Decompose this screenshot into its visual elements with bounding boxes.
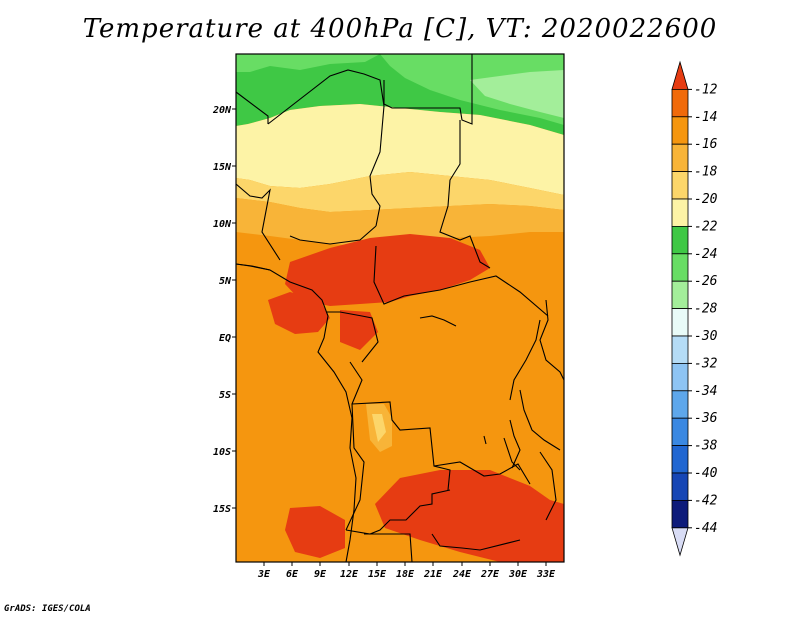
coastline — [236, 263, 564, 562]
colorbar-segment — [671, 171, 689, 200]
colorbar-segment — [671, 362, 689, 392]
lat-label: 10N — [213, 219, 232, 230]
lon-label: 15E — [368, 569, 387, 580]
lon-label: 27E — [480, 569, 500, 580]
colorbar-label: -12 — [694, 82, 718, 97]
colorbar-label: -38 — [694, 439, 718, 454]
colorbar-segment — [671, 280, 689, 310]
colorbar-label: -22 — [694, 219, 718, 234]
colorbar-segment — [671, 335, 689, 364]
lat-label: 15N — [213, 162, 232, 173]
colorbar-label: -18 — [694, 165, 718, 180]
colorbar-label: -14 — [694, 110, 717, 125]
colorbar-label: -40 — [694, 466, 718, 481]
colorbar-label: -36 — [694, 411, 718, 426]
lon-label: 24E — [452, 569, 472, 580]
colorbar-segment — [671, 445, 689, 474]
colorbar-segment — [671, 89, 689, 118]
colorbar-label: -28 — [694, 302, 718, 317]
lat-label: 10S — [213, 447, 231, 458]
colorbar: -12 -14 -16 -18 -20 -22 -24 -26 -28 -30 -32 -34 -36 -… — [671, 60, 718, 557]
lon-label: 9E — [314, 569, 327, 580]
colorbar-segment — [671, 198, 689, 227]
colorbar-label: -24 — [694, 247, 717, 262]
colorbar-label: -30 — [694, 329, 718, 344]
map-title: Temperature at 400hPa [C], VT: 202002260… — [82, 14, 718, 44]
lat-label: 5S — [219, 390, 231, 401]
map-frame — [235, 53, 565, 563]
colorbar-label: -32 — [694, 356, 718, 371]
longitude-axis: 3E 6E 9E 12E 15E 18E 21E 24E 27E 30E 33E — [257, 562, 556, 580]
colorbar-segment — [671, 390, 689, 419]
colorbar-top-triangle — [671, 60, 689, 90]
temperature-field — [236, 54, 564, 562]
colorbar-bottom-triangle — [671, 527, 689, 557]
colorbar-label: -42 — [694, 493, 718, 508]
colorbar-segment — [671, 253, 689, 282]
lon-label: 3E — [257, 569, 271, 580]
colorbar-segment — [671, 472, 689, 501]
lon-label: 33E — [536, 569, 556, 580]
lat-label: 20N — [212, 105, 232, 116]
colorbar-segment — [671, 417, 689, 447]
lon-label: 21E — [423, 569, 443, 580]
lat-label: 15S — [213, 504, 231, 515]
lon-label: 12E — [340, 569, 359, 580]
lat-label: 5N — [219, 276, 232, 287]
colorbar-segment — [671, 225, 689, 255]
colorbar-label: -34 — [694, 384, 717, 399]
colorbar-label: -16 — [694, 137, 718, 152]
colorbar-segment — [671, 308, 689, 337]
colorbar-label: -44 — [694, 521, 717, 536]
colorbar-label: -26 — [694, 274, 718, 289]
lon-label: 30E — [508, 569, 528, 580]
latitude-axis: 20N 15N 10N 5N EQ 5S 10S 15S — [212, 105, 236, 515]
lon-label: 6E — [286, 569, 299, 580]
lon-label: 18E — [396, 569, 415, 580]
country-borders — [236, 54, 549, 562]
colorbar-segment — [671, 116, 689, 145]
lat-label: EQ — [219, 333, 231, 344]
colorbar-segment — [671, 499, 689, 529]
grads-credit: GrADS: IGES/COLA — [4, 604, 91, 614]
colorbar-segment — [671, 143, 689, 172]
colorbar-label: -20 — [694, 192, 718, 207]
